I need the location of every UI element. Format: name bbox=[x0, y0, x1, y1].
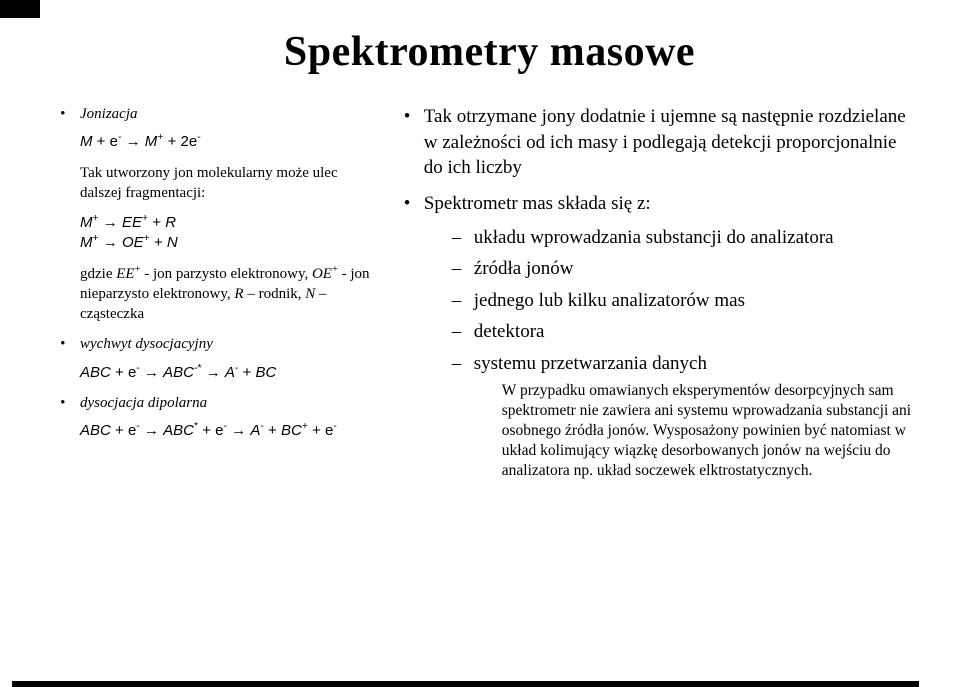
sub-system-text: systemu przetwarzania danych bbox=[474, 353, 707, 374]
sub-system: systemu przetwarzania danych W przypadku… bbox=[452, 351, 919, 481]
equation-1: M + e- → M+ + 2e- bbox=[80, 132, 376, 152]
text-fragmentation: Tak utworzony jon molekularny może ulec … bbox=[80, 163, 376, 204]
text-gdzie: gdzie EE+ - jon parzysto elektronowy, OE… bbox=[80, 264, 376, 325]
bullet-sklada-text: Spektrometr mas składa się z: bbox=[424, 193, 651, 214]
right-column: Tak otrzymane jony dodatnie i ujemne są … bbox=[404, 104, 919, 491]
sub-uklad: układu wprowadzania substancji do analiz… bbox=[452, 225, 919, 251]
equation-2: M+ → EE+ + R M+ → OE+ + N bbox=[80, 213, 376, 254]
bullet-jony: Tak otrzymane jony dodatnie i ujemne są … bbox=[404, 104, 919, 181]
bullet-ionization: Jonizacja bbox=[60, 104, 376, 124]
equation-3: ABC + e- → ABC-* → A- + BC bbox=[80, 363, 376, 383]
corner-marker bbox=[0, 0, 40, 18]
slide-title: Spektrometry masowe bbox=[60, 28, 919, 76]
left-column: Jonizacja M + e- → M+ + 2e- Tak utworzon… bbox=[60, 104, 376, 491]
sub-analizator: jednego lub kilku analizatorów mas bbox=[452, 288, 919, 314]
bottom-rule bbox=[12, 681, 919, 687]
note-desorpcyjnych: W przypadku omawianych eksperymentów des… bbox=[502, 381, 919, 482]
two-column-layout: Jonizacja M + e- → M+ + 2e- Tak utworzon… bbox=[60, 104, 919, 491]
bullet-wychwyt: wychwyt dysocjacyjny bbox=[60, 334, 376, 354]
sub-detektor: detektora bbox=[452, 319, 919, 345]
bullet-sklada: Spektrometr mas składa się z: układu wpr… bbox=[404, 191, 919, 482]
bullet-dipolarna: dysocjacja dipolarna bbox=[60, 393, 376, 413]
sub-zrodla: źródła jonów bbox=[452, 256, 919, 282]
equation-4: ABC + e- → ABC* + e- → A- + BC+ + e- bbox=[80, 421, 376, 441]
slide-content: Spektrometry masowe Jonizacja M + e- → M… bbox=[0, 0, 959, 511]
